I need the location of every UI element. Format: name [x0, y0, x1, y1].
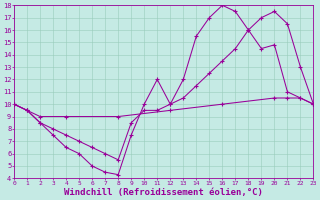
X-axis label: Windchill (Refroidissement éolien,°C): Windchill (Refroidissement éolien,°C): [64, 188, 263, 197]
